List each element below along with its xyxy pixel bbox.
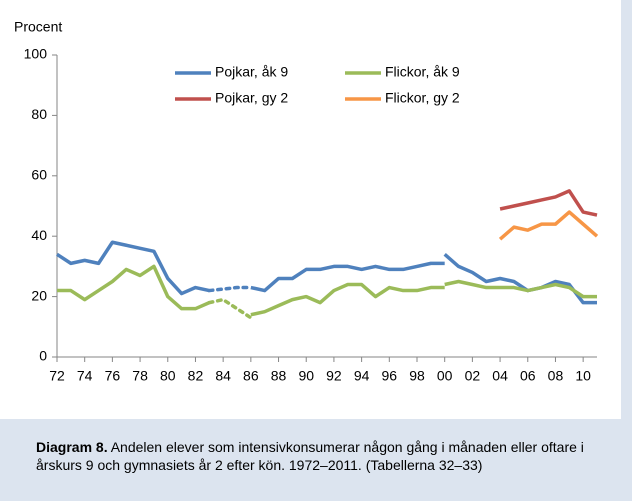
legend-label: Flickor, åk 9 <box>385 64 460 80</box>
legend-label: Pojkar, åk 9 <box>215 64 288 80</box>
y-tick-label: 0 <box>39 348 47 364</box>
y-axis-label: Procent <box>14 19 62 35</box>
x-tick-label: 08 <box>548 368 564 384</box>
series-line <box>56 240 210 296</box>
series-line <box>250 282 445 317</box>
x-tick-label: 84 <box>215 368 231 384</box>
series-line <box>207 285 253 293</box>
x-tick-label: 92 <box>326 368 342 384</box>
y-tick-label: 100 <box>24 46 48 62</box>
x-tick-label: 04 <box>492 368 508 384</box>
chart-background <box>0 0 621 419</box>
x-tick-label: 10 <box>575 368 591 384</box>
x-tick-label: 96 <box>382 368 398 384</box>
x-tick-label: 02 <box>465 368 481 384</box>
legend-label: Flickor, gy 2 <box>385 90 460 106</box>
x-tick-label: 76 <box>105 368 121 384</box>
x-tick-label: 88 <box>271 368 287 384</box>
x-tick-label: 06 <box>520 368 536 384</box>
x-tick-label: 86 <box>243 368 259 384</box>
y-tick-label: 80 <box>31 106 47 122</box>
caption-label: Diagram 8. <box>36 439 108 455</box>
x-tick-label: 72 <box>49 368 65 384</box>
x-tick-label: 82 <box>188 368 204 384</box>
series-line <box>499 189 598 217</box>
caption: Diagram 8. Andelen elever som intensivko… <box>36 438 616 474</box>
series-line <box>57 264 211 311</box>
caption-text: Andelen elever som intensivkonsumerar nå… <box>36 439 584 473</box>
series-line <box>498 210 599 241</box>
y-tick-label: 20 <box>31 287 47 303</box>
x-tick-label: 98 <box>409 368 425 384</box>
x-tick-label: 78 <box>132 368 148 384</box>
x-tick-label: 94 <box>354 368 370 384</box>
x-tick-label: 80 <box>160 368 176 384</box>
y-tick-label: 40 <box>31 227 47 243</box>
series-line <box>250 261 445 293</box>
x-tick-label: 00 <box>437 368 453 384</box>
legend-label: Pojkar, gy 2 <box>215 90 288 106</box>
x-tick-label: 74 <box>77 368 93 384</box>
x-tick-label: 90 <box>298 368 314 384</box>
series-line <box>444 279 597 299</box>
y-tick-label: 60 <box>31 167 47 183</box>
series-line <box>207 297 253 320</box>
